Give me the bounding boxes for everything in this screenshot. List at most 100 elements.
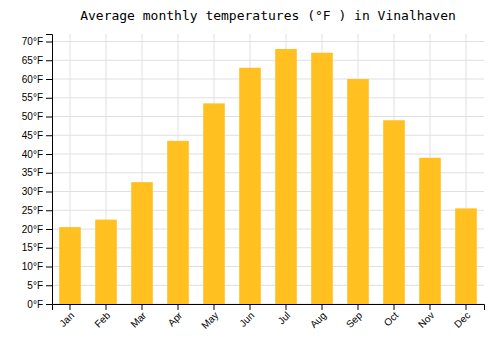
tick-label: 25°F <box>22 205 43 216</box>
grid-line <box>52 79 484 80</box>
tick-mark <box>46 135 52 136</box>
tick: Oct <box>382 304 401 328</box>
tick-mark <box>46 60 52 61</box>
tick-mark <box>46 192 52 193</box>
tick: Mar <box>128 304 148 330</box>
tick-label: May <box>199 310 220 331</box>
tick-label: Apr <box>166 309 185 328</box>
tick: Nov <box>416 304 436 330</box>
tick: 30°F <box>22 186 52 197</box>
bar <box>347 79 369 304</box>
tick-mark <box>46 304 52 305</box>
tick-label: 30°F <box>22 186 43 197</box>
tick-mark <box>394 304 395 310</box>
axis-line <box>46 35 53 305</box>
tick-mark <box>46 173 52 174</box>
grid <box>52 34 484 304</box>
tick: 50°F <box>22 111 52 122</box>
bar <box>59 227 81 304</box>
tick-mark <box>46 98 52 99</box>
tick-label: Mar <box>128 309 148 329</box>
tick-label: 45°F <box>22 130 43 141</box>
grid-line <box>52 97 484 98</box>
axis-line <box>53 305 485 311</box>
tick: 60°F <box>22 74 52 85</box>
tick-label: 15°F <box>22 242 43 253</box>
tick-label: 65°F <box>22 55 43 66</box>
tick-label: Sep <box>344 309 365 330</box>
tick-label: Oct <box>382 310 401 329</box>
tick-mark <box>430 304 431 310</box>
bar <box>239 68 261 304</box>
tick: Feb <box>92 304 112 330</box>
tick-mark <box>322 304 323 310</box>
tick: Apr <box>166 304 185 328</box>
tick: 55°F <box>22 92 52 103</box>
tick-label: 10°F <box>22 261 43 272</box>
tick-mark <box>358 304 359 310</box>
tick: May <box>199 304 220 331</box>
tick: 40°F <box>22 149 52 160</box>
tick-label: 50°F <box>22 111 43 122</box>
tick-mark <box>106 304 107 310</box>
bar <box>383 120 405 304</box>
tick-mark <box>46 154 52 155</box>
bar <box>311 53 333 304</box>
bar <box>419 158 441 304</box>
tick-label: Nov <box>416 310 436 330</box>
y-axis: 0°F 5°F 10°F 15°F 20°F 25°F 30°F 35°F 40°F 45°F 50… <box>22 35 53 310</box>
tick-label: Jun <box>237 310 256 329</box>
tick: 10°F <box>22 261 52 272</box>
x-axis: Jan Feb Mar Apr May Jun Jul Aug Sep Oct Nov Dec <box>53 304 485 331</box>
tick: 15°F <box>22 242 52 253</box>
tick: Sep <box>344 304 365 330</box>
grid-line <box>52 154 484 155</box>
tick-mark <box>214 304 215 310</box>
tick-mark <box>466 304 467 310</box>
tick-label: Jul <box>276 310 293 327</box>
tick: 45°F <box>22 130 52 141</box>
tick-label: 35°F <box>22 167 43 178</box>
bars <box>59 49 477 304</box>
tick-label: 20°F <box>22 224 43 235</box>
tick: Jun <box>237 304 256 329</box>
tick: 25°F <box>22 205 52 216</box>
tick-mark <box>142 304 143 310</box>
tick-mark <box>46 117 52 118</box>
tick-mark <box>46 42 52 43</box>
bar <box>167 141 189 304</box>
chart: 0°F 5°F 10°F 15°F 20°F 25°F 30°F 35°F 40°F 45°F 50… <box>0 0 500 350</box>
tick: Dec <box>452 304 472 330</box>
tick-mark <box>46 285 52 286</box>
tick-label: Aug <box>308 310 328 330</box>
tick: 5°F <box>27 280 52 291</box>
tick-mark <box>70 304 71 310</box>
title: Average monthly temperatures (°F ) in Vi… <box>80 8 456 23</box>
grid-line <box>52 135 484 136</box>
tick: 65°F <box>22 55 52 66</box>
tick: 0°F <box>27 299 52 310</box>
tick-mark <box>250 304 251 310</box>
tick: 70°F <box>22 36 52 47</box>
tick-mark <box>46 210 52 211</box>
tick-mark <box>178 304 179 310</box>
tick-label: 40°F <box>22 149 43 160</box>
tick-mark <box>46 79 52 80</box>
tick: Jul <box>276 304 293 326</box>
tick: 35°F <box>22 167 52 178</box>
tick-label: Dec <box>452 310 472 330</box>
bar <box>131 182 153 304</box>
plot: 0°F 5°F 10°F 15°F 20°F 25°F 30°F 35°F 40°F 45°F 50… <box>22 34 485 331</box>
tick-label: 60°F <box>22 74 43 85</box>
grid-line <box>52 41 484 42</box>
bar <box>455 208 477 304</box>
tick-mark <box>46 229 52 230</box>
bar <box>95 220 117 304</box>
tick-mark <box>286 304 287 310</box>
tick-mark <box>46 248 52 249</box>
bar <box>203 103 225 304</box>
tick-label: 0°F <box>27 299 43 310</box>
tick: Jan <box>57 304 76 329</box>
tick-label: 5°F <box>27 280 43 291</box>
tick: Aug <box>308 304 328 330</box>
